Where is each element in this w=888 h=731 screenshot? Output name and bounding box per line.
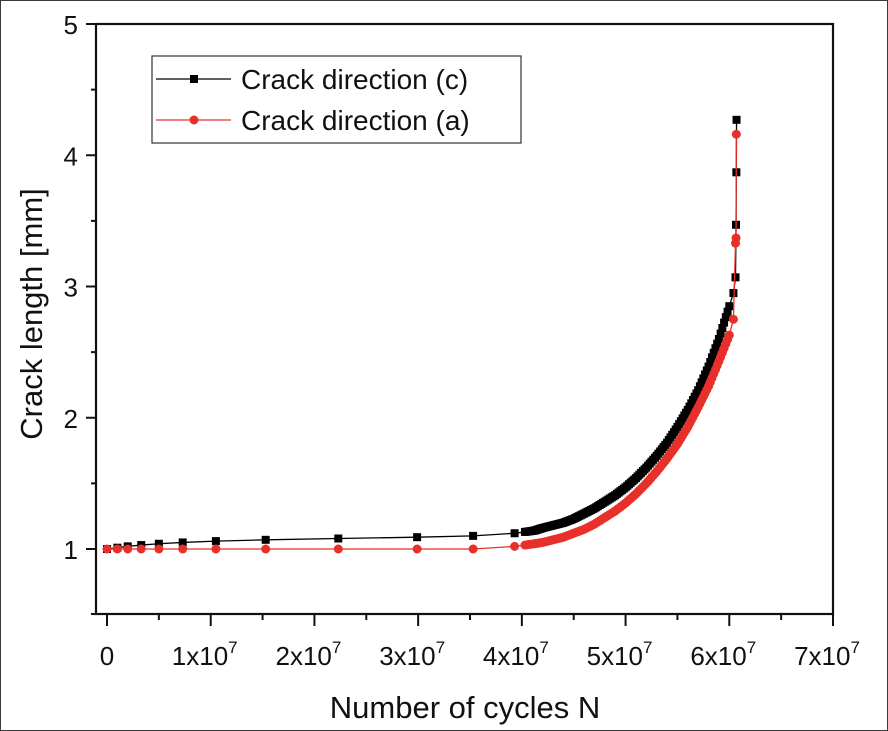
legend-label-c: Crack direction (c) bbox=[241, 64, 468, 95]
data-point-square bbox=[334, 534, 343, 543]
data-point-circle bbox=[136, 544, 146, 554]
data-point-square bbox=[720, 318, 729, 327]
data-point-circle bbox=[112, 544, 122, 554]
x-tick-label: 6x107 bbox=[690, 638, 756, 671]
data-point-square bbox=[154, 539, 163, 548]
x-tick-label: 1x107 bbox=[172, 638, 238, 671]
legend-label-a: Crack direction (a) bbox=[241, 105, 470, 136]
data-point-square bbox=[510, 529, 519, 538]
data-point-circle bbox=[102, 544, 112, 554]
data-point-square bbox=[732, 115, 741, 124]
data-point-circle bbox=[468, 544, 478, 554]
data-point-circle bbox=[261, 544, 271, 554]
data-point-square bbox=[178, 538, 187, 547]
data-point-square bbox=[718, 324, 727, 333]
data-point-square bbox=[729, 289, 738, 298]
y-tick-label: 5 bbox=[64, 10, 78, 40]
legend-box bbox=[151, 55, 522, 144]
data-point-circle bbox=[211, 544, 221, 554]
data-point-square bbox=[721, 313, 730, 322]
x-tick-label: 2x107 bbox=[275, 638, 341, 671]
axes bbox=[94, 22, 835, 616]
legend-square-marker-icon bbox=[190, 75, 198, 83]
plot-frame bbox=[94, 22, 835, 616]
data-point-square bbox=[706, 357, 715, 366]
data-point-square bbox=[716, 329, 725, 338]
data-point-circle bbox=[510, 541, 520, 551]
x-axis-title: Number of cycles N bbox=[330, 690, 600, 725]
data-point-square bbox=[704, 362, 713, 371]
data-point-square bbox=[708, 353, 716, 362]
data-point-square bbox=[709, 348, 718, 357]
x-tick-label: 0 bbox=[100, 641, 114, 671]
x-tick-label: 3x107 bbox=[379, 638, 445, 671]
data-point-square bbox=[714, 335, 723, 343]
data-point-circle bbox=[728, 314, 738, 324]
data-point-circle bbox=[154, 544, 164, 554]
data-point-square bbox=[711, 344, 720, 353]
data-point-circle bbox=[333, 544, 343, 554]
data-point-square bbox=[261, 535, 270, 544]
y-axis-title: Crack length [mm] bbox=[14, 188, 49, 440]
data-point-square bbox=[713, 339, 722, 348]
data-point-square bbox=[731, 273, 740, 282]
y-axis-ticks: 1 2 3 4 5 bbox=[64, 10, 96, 565]
x-tick-label: 7x107 bbox=[794, 638, 860, 671]
data-point-circle bbox=[731, 129, 741, 139]
data-point-circle bbox=[412, 544, 422, 554]
data-point-square bbox=[725, 302, 734, 311]
data-point-circle bbox=[731, 233, 741, 243]
data-point-square bbox=[723, 307, 732, 316]
legend: Crack direction (c) Crack direction (a) bbox=[151, 55, 522, 144]
data-point-square bbox=[469, 531, 478, 540]
plot-series bbox=[102, 115, 741, 554]
data-point-circle bbox=[178, 544, 188, 554]
y-tick-label: 3 bbox=[64, 273, 78, 303]
data-point-square bbox=[413, 533, 422, 542]
x-tick-label: 5x107 bbox=[587, 638, 653, 671]
y-tick-label: 4 bbox=[64, 141, 78, 171]
legend-circle-marker-icon bbox=[189, 115, 199, 125]
data-point-circle bbox=[724, 330, 734, 340]
y-tick-label: 1 bbox=[64, 535, 78, 565]
data-point-square bbox=[211, 537, 220, 546]
x-axis-ticks: 0 1x107 2x107 3x107 4x107 5x107 6x107 7x107 bbox=[91, 613, 860, 671]
data-point-circle bbox=[123, 544, 133, 554]
x-tick-label: 4x107 bbox=[483, 638, 549, 671]
y-tick-label: 2 bbox=[64, 404, 78, 434]
